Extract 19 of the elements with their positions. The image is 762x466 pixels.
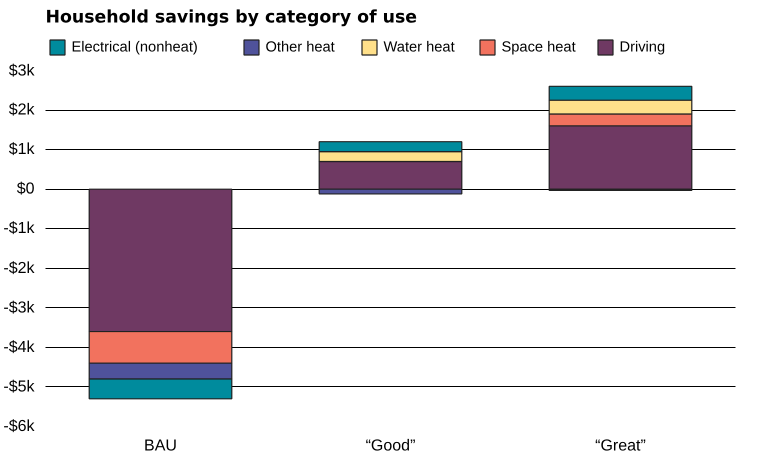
x-tick-label: BAU: [144, 438, 177, 454]
legend-label: Driving: [620, 40, 666, 56]
y-tick-label: $3k: [8, 62, 36, 80]
legend-label: Water heat: [384, 40, 455, 56]
y-tick-label: -$5k: [3, 378, 36, 396]
x-tick-label: “Good”: [366, 438, 416, 454]
y-tick-label: $0: [16, 180, 35, 198]
y-tick-label: $1k: [8, 141, 36, 158]
y-tick-label: -$6k: [3, 418, 36, 435]
legend-label: Electrical (nonheat): [72, 40, 198, 56]
y-tick-label: $2k: [8, 102, 36, 119]
legend-label: Other heat: [266, 40, 335, 56]
y-tick-label: -$3k: [3, 299, 36, 316]
y-tick-label: -$1k: [3, 220, 36, 238]
y-tick-label: -$4k: [3, 338, 36, 356]
chart-title: Household savings by category of use: [46, 8, 418, 28]
x-tick-label: “Great”: [595, 438, 646, 454]
y-tick-label: -$2k: [3, 260, 36, 277]
legend-label: Space heat: [502, 40, 576, 56]
